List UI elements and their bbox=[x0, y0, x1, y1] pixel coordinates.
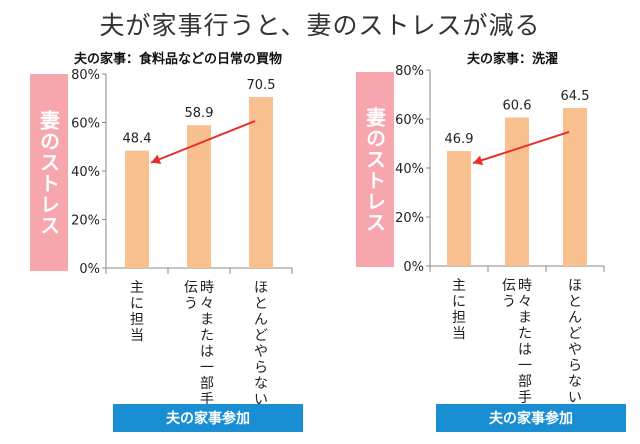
y-tick-label: 80% bbox=[71, 68, 100, 83]
x-tick-label: 時々または一部手 bbox=[518, 278, 532, 406]
y-tick-label: 40% bbox=[395, 162, 424, 177]
y-tick-label: 40% bbox=[71, 165, 100, 180]
y-tick-label: 0% bbox=[403, 260, 424, 275]
chart-title: 夫の家事：食料品などの日常の買物 bbox=[74, 52, 283, 67]
bar-2 bbox=[187, 125, 211, 268]
bar-1 bbox=[125, 150, 149, 268]
y-tick-label: 60% bbox=[71, 117, 100, 132]
trend-arrow-head bbox=[473, 155, 484, 166]
trend-arrow-head bbox=[151, 154, 162, 164]
page-title: 夫が家事行うと、妻のストレスが減る bbox=[99, 11, 541, 40]
x-axis-label: 夫の家事参加 bbox=[436, 404, 626, 432]
bar-1 bbox=[447, 151, 471, 266]
y-tick-label: 20% bbox=[71, 214, 100, 229]
bar-2 bbox=[505, 117, 529, 266]
x-tick-label: 主に担当 bbox=[452, 278, 466, 342]
y-axis-label: 妻のストレス bbox=[30, 74, 68, 271]
data-label: 70.5 bbox=[247, 78, 276, 93]
y-tick-label: 0% bbox=[79, 262, 100, 277]
x-tick-label: 伝う bbox=[502, 278, 516, 310]
bar-3 bbox=[249, 97, 273, 268]
x-tick-label: ほとんどやらない bbox=[568, 278, 582, 406]
x-tick-label: 主に担当 bbox=[130, 280, 144, 344]
bar-3 bbox=[563, 107, 587, 266]
x-tick-label: ほとんどやらない bbox=[254, 280, 268, 408]
y-axis-label: 妻のストレス bbox=[356, 72, 394, 267]
chart-title: 夫の家事：洗濯 bbox=[467, 52, 559, 67]
x-axis-label: 夫の家事参加 bbox=[113, 404, 303, 432]
trend-arrow bbox=[472, 131, 570, 165]
y-tick-label: 80% bbox=[395, 64, 424, 79]
y-tick-label: 60% bbox=[395, 113, 424, 128]
data-label: 48.4 bbox=[123, 132, 152, 147]
data-label: 60.6 bbox=[503, 99, 532, 114]
data-label: 46.9 bbox=[445, 132, 474, 147]
data-label: 58.9 bbox=[185, 106, 214, 121]
data-label: 64.5 bbox=[561, 89, 590, 104]
x-tick-label: 時々または一部手 bbox=[200, 280, 214, 408]
y-tick-label: 20% bbox=[395, 211, 424, 226]
trend-arrow bbox=[150, 120, 256, 164]
x-tick-label: 伝う bbox=[184, 280, 198, 312]
